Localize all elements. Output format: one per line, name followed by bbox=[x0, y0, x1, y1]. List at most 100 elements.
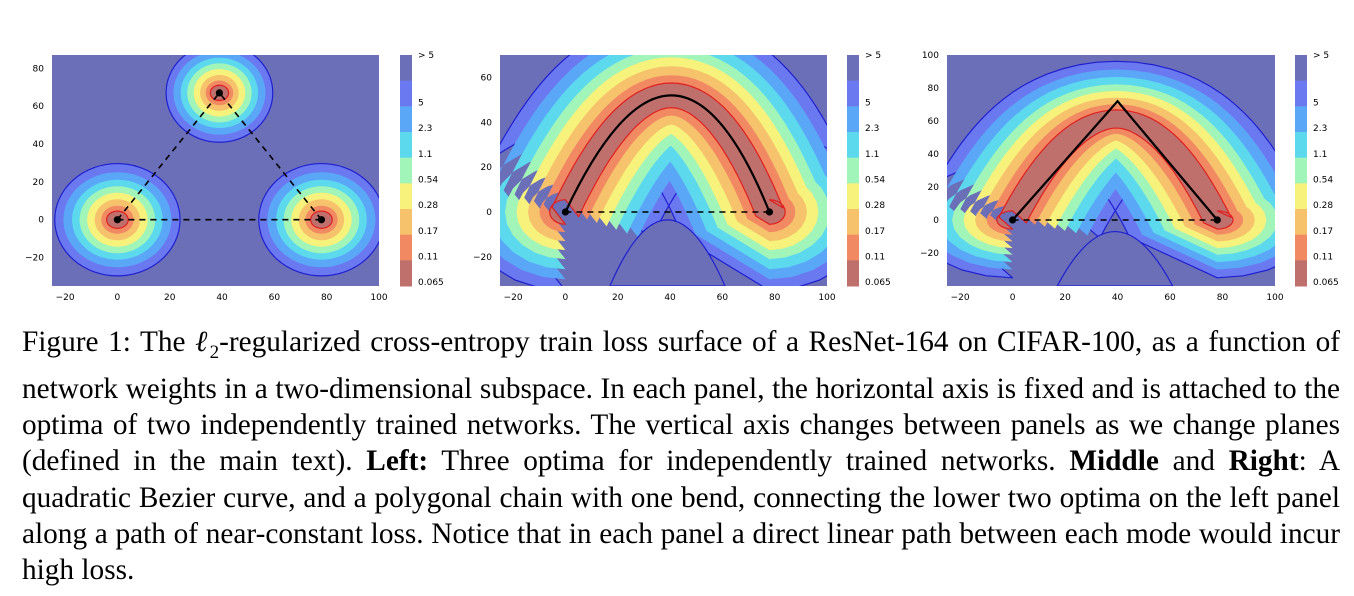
y-tick-label: 100 bbox=[922, 51, 939, 61]
y-tick-label: 0 bbox=[38, 216, 44, 226]
colorbar-label: 1.1 bbox=[418, 150, 432, 160]
caption-right-text: : A quadratic Bezier curve, and a polygo… bbox=[22, 445, 1340, 587]
colorbar-swatch bbox=[847, 157, 859, 184]
y-tick-label: 60 bbox=[928, 117, 940, 127]
colorbar-swatch bbox=[1295, 80, 1307, 107]
colorbar-swatch bbox=[847, 234, 859, 261]
optimum-point bbox=[765, 208, 774, 216]
colorbar-swatch bbox=[400, 183, 412, 210]
loss-surface bbox=[947, 55, 1275, 286]
y-tick-label: 40 bbox=[928, 150, 940, 160]
colorbar-swatch bbox=[400, 132, 412, 159]
colorbar-label: 0.11 bbox=[865, 253, 885, 263]
optimum-point bbox=[317, 216, 326, 224]
colorbar-swatch bbox=[847, 260, 859, 287]
y-tick-label: 0 bbox=[486, 208, 492, 218]
colorbar-swatch bbox=[847, 132, 859, 159]
colorbar-swatch bbox=[1295, 209, 1307, 236]
colorbar-label: 2.3 bbox=[1313, 124, 1327, 134]
loss-band-high bbox=[1056, 231, 1174, 286]
x-tick-label: 100 bbox=[1266, 293, 1283, 303]
y-tick-label: 60 bbox=[481, 73, 493, 83]
colorbar-label: 0.17 bbox=[1313, 227, 1333, 237]
y-tick-label: 20 bbox=[481, 163, 493, 173]
colorbar-swatch bbox=[847, 183, 859, 210]
x-tick-label: 40 bbox=[1112, 293, 1124, 303]
x-tick-label: 40 bbox=[664, 293, 676, 303]
colorbar-label: 0.28 bbox=[865, 201, 885, 211]
colorbar-label: > 5 bbox=[418, 51, 434, 61]
colorbar-swatch bbox=[1295, 106, 1307, 133]
y-tick-label: 20 bbox=[928, 183, 940, 193]
x-tick-label: 60 bbox=[1164, 293, 1176, 303]
x-tick-label: 100 bbox=[818, 293, 835, 303]
y-tick-label: −20 bbox=[920, 249, 939, 259]
x-tick-label: 60 bbox=[717, 293, 729, 303]
linear-path bbox=[116, 92, 221, 221]
colorbar-label: 0.54 bbox=[1313, 176, 1333, 186]
colorbar-swatch bbox=[847, 209, 859, 236]
optimum-point bbox=[215, 89, 224, 97]
colorbar-label: 0.17 bbox=[865, 227, 885, 237]
colorbar-label: 1.1 bbox=[1313, 150, 1327, 160]
caption-sub: 2 bbox=[209, 341, 220, 363]
panel-right: −20 0 20 40 60 80 100 −20 0 20 40 60 80 100 > 5 5 2.3 1.1… bbox=[920, 51, 1339, 303]
x-tick-label: 0 bbox=[563, 293, 569, 303]
loss-contour bbox=[986, 104, 1244, 235]
colorbar-label: 1.1 bbox=[865, 150, 879, 160]
colorbar-swatch bbox=[400, 260, 412, 287]
caption-label: Figure 1: bbox=[22, 326, 131, 358]
colorbar-swatch bbox=[1295, 132, 1307, 159]
colorbar-label: > 5 bbox=[1313, 51, 1329, 61]
colorbar-swatch bbox=[400, 157, 412, 184]
colorbar-label: 0.17 bbox=[418, 227, 438, 237]
caption-left-text: Three optima for independently trained n… bbox=[441, 445, 1056, 478]
colorbar-label: > 5 bbox=[865, 51, 881, 61]
colorbar-swatch bbox=[400, 234, 412, 261]
y-tick-label: 80 bbox=[33, 64, 45, 74]
panel-middle: −20 0 20 40 60 80 100 −20 0 20 40 60 > 5 5 2.3 1.1 0.54 0… bbox=[473, 51, 891, 303]
caption-part1: The bbox=[139, 326, 186, 358]
optimum-point bbox=[1009, 216, 1017, 224]
curve-path bbox=[1011, 99, 1219, 221]
colorbar-swatch bbox=[847, 106, 859, 133]
loss-band-high bbox=[609, 219, 726, 286]
loss-surface bbox=[500, 55, 827, 286]
x-tick-label: 40 bbox=[216, 293, 228, 303]
x-tick-label: −20 bbox=[56, 293, 75, 303]
colorbar-swatch bbox=[400, 106, 412, 133]
y-tick-label: 40 bbox=[481, 118, 493, 128]
caption-right-label: Right bbox=[1228, 445, 1299, 478]
x-tick-label: 100 bbox=[370, 293, 387, 303]
y-tick-label: 40 bbox=[33, 140, 45, 150]
x-tick-label: 60 bbox=[269, 293, 281, 303]
loss-contour bbox=[549, 82, 786, 225]
colorbar-label: 5 bbox=[418, 99, 424, 109]
caption-middle-label: Middle bbox=[1069, 445, 1159, 478]
colorbar-label: 0.28 bbox=[1313, 201, 1333, 211]
loss-contour bbox=[996, 109, 1234, 230]
optimum-point bbox=[1213, 216, 1221, 224]
optimum-point bbox=[113, 216, 121, 224]
loss-surface bbox=[52, 55, 379, 286]
linear-path bbox=[218, 92, 323, 221]
colorbar-label: 0.28 bbox=[418, 201, 438, 211]
caption-and: and bbox=[1172, 445, 1215, 478]
colorbar-label: 2.3 bbox=[418, 124, 432, 134]
colorbar-swatch bbox=[1295, 234, 1307, 261]
colorbar-swatch bbox=[1295, 183, 1307, 210]
y-tick-label: 60 bbox=[33, 102, 45, 112]
x-tick-label: −20 bbox=[951, 293, 970, 303]
optimum-point bbox=[561, 208, 570, 216]
x-tick-label: 0 bbox=[1010, 293, 1016, 303]
caption-left-label: Left: bbox=[366, 445, 429, 478]
colorbar-label: 0.11 bbox=[1313, 253, 1333, 263]
colorbar-swatch bbox=[1295, 260, 1307, 287]
colorbar-label: 0.54 bbox=[418, 176, 438, 186]
colorbar-swatch bbox=[1295, 55, 1307, 82]
y-tick-label: 20 bbox=[33, 178, 45, 188]
x-tick-label: −20 bbox=[504, 293, 523, 303]
x-tick-label: 20 bbox=[164, 293, 176, 303]
colorbar-swatch bbox=[400, 209, 412, 236]
colorbar-swatch bbox=[847, 80, 859, 107]
